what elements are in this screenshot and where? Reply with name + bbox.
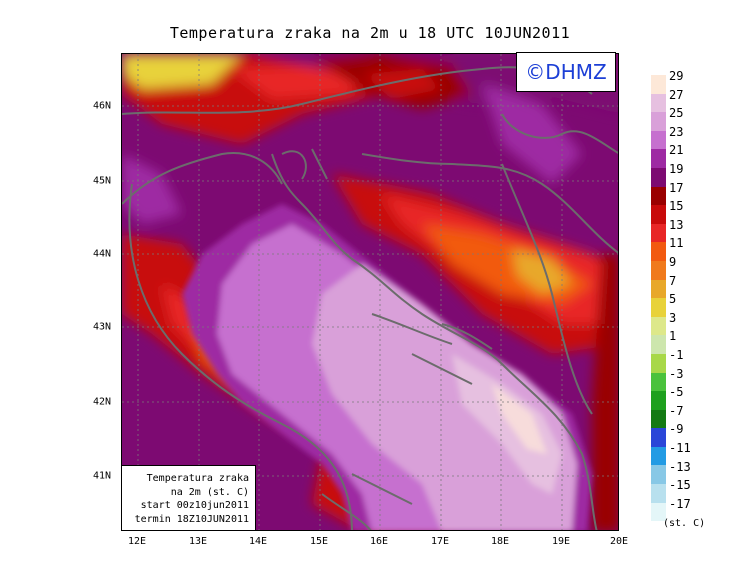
x-tick-label: 14E [248, 536, 268, 547]
y-tick-label: 41N [93, 470, 112, 482]
colorbar-label: -17 [669, 496, 691, 511]
colorbar-swatch [651, 446, 666, 466]
dhmz-logo: ©DHMZ [516, 52, 616, 92]
map-title: Temperatura zraka na 2m u 18 UTC 10JUN20… [169, 24, 571, 42]
colorbar-label: 23 [669, 124, 684, 139]
colorbar-label: 3 [669, 310, 677, 325]
colorbar-swatch [651, 298, 666, 317]
map-info-box: Temperatura zraka na 2m (st. C) start 00… [121, 465, 256, 531]
colorbar-label: -11 [669, 441, 691, 455]
colorbar-swatch [651, 130, 666, 150]
colorbar-label: -7 [669, 403, 684, 418]
colorbar-swatch [651, 260, 666, 280]
x-tick-label: 19E [551, 536, 571, 547]
coastline [122, 66, 618, 530]
info-line: start 00z10jun2011 [140, 500, 249, 511]
colorbar-swatch [651, 335, 666, 354]
info-line: na 2m (st. C) [170, 486, 249, 498]
colorbar-swatch [651, 502, 666, 522]
colorbar-swatch [651, 391, 666, 410]
x-tick-label: 20E [609, 536, 629, 547]
colorbar-swatch [651, 372, 666, 392]
colorbar-swatch [651, 316, 666, 336]
temperature-map [121, 53, 619, 531]
colorbar-swatch [651, 186, 666, 206]
colorbar-swatch [651, 279, 666, 299]
y-tick-label: 44N [93, 248, 112, 260]
x-tick-label: 17E [430, 536, 450, 547]
colorbar-swatch [651, 409, 666, 429]
colorbar-label: 25 [669, 106, 684, 121]
colorbar-label: 17 [669, 180, 684, 195]
colorbar-label: 13 [669, 217, 684, 232]
colorbar [651, 75, 666, 522]
map-canvas [122, 54, 618, 530]
info-line: termin 18Z10JUN2011 [134, 513, 249, 525]
colorbar-label: -13 [669, 459, 691, 474]
colorbar-swatch [651, 242, 666, 261]
colorbar-label: 11 [669, 236, 684, 251]
colorbar-swatch [651, 167, 666, 187]
colorbar-swatch [651, 428, 666, 447]
colorbar-label: 5 [669, 292, 677, 307]
colorbar-unit: (st. C) [663, 518, 706, 529]
x-tick-label: 16E [369, 536, 389, 547]
x-tick-label: 12E [127, 536, 147, 547]
colorbar-swatch [651, 205, 666, 224]
colorbar-swatch [651, 484, 666, 503]
colorbar-swatch [651, 75, 666, 94]
x-tick-label: 18E [490, 536, 510, 547]
colorbar-label: -5 [669, 385, 684, 400]
colorbar-swatch [651, 112, 666, 131]
colorbar-swatch [651, 93, 666, 113]
colorbar-label: 9 [669, 255, 677, 269]
colorbar-label: 29 [669, 69, 684, 83]
colorbar-label: -3 [669, 366, 684, 381]
colorbar-label: 1 [669, 329, 677, 344]
colorbar-label: 21 [669, 143, 684, 158]
y-tick-label: 42N [93, 396, 112, 408]
colorbar-swatch [651, 149, 666, 168]
colorbar-label: -15 [669, 478, 691, 493]
colorbar-label: -9 [669, 422, 684, 437]
colorbar-label: 7 [669, 273, 677, 288]
colorbar-label: 19 [669, 162, 684, 176]
y-tick-label: 45N [93, 175, 112, 187]
colorbar-label: -1 [669, 348, 684, 362]
colorbar-swatch [651, 223, 666, 243]
info-line: Temperatura zraka [146, 473, 249, 484]
colorbar-label: 15 [669, 199, 684, 214]
x-tick-label: 13E [188, 536, 208, 547]
colorbar-swatch [651, 353, 666, 373]
y-tick-label: 43N [93, 321, 112, 333]
colorbar-swatch [651, 465, 666, 485]
y-tick-label: 46N [93, 100, 112, 112]
x-tick-label: 15E [309, 536, 329, 547]
colorbar-label: 27 [669, 87, 684, 102]
